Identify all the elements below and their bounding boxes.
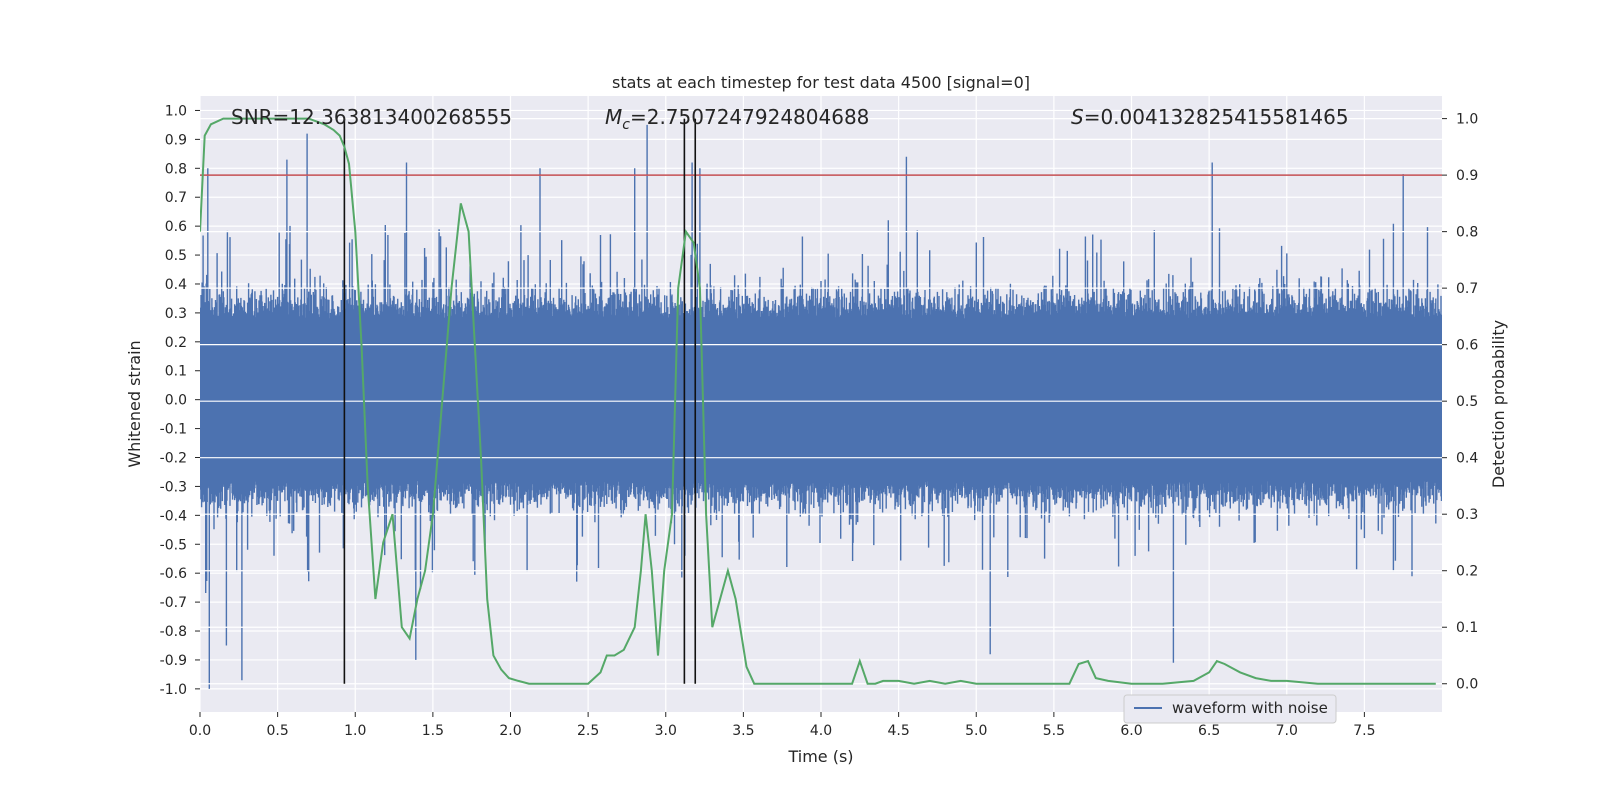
x-tick-label: 4.5 bbox=[887, 723, 909, 739]
y-tick-label: -0.7 bbox=[160, 595, 187, 611]
x-tick-label: 5.0 bbox=[965, 723, 987, 739]
x-tick-label: 3.5 bbox=[732, 723, 754, 739]
x-tick-label: 4.0 bbox=[810, 723, 832, 739]
x-axis-label: Time (s) bbox=[787, 747, 853, 766]
x-tick-label: 1.5 bbox=[422, 723, 444, 739]
y2-tick-label: 0.7 bbox=[1456, 281, 1478, 297]
y2-axis-ticks: 1.0 0.9 0.8 0.7 0.6 0.5 0.4 0.3 0.2 0.1 0.0 bbox=[1442, 112, 1478, 693]
y-tick-label: 0.4 bbox=[165, 277, 187, 293]
x-tick-label: 6.0 bbox=[1120, 723, 1142, 739]
y2-axis-label: Detection probability bbox=[1489, 320, 1508, 488]
y2-tick-label: 0.1 bbox=[1456, 620, 1478, 636]
legend-label: waveform with noise bbox=[1172, 699, 1328, 717]
y2-tick-label: 1.0 bbox=[1456, 112, 1478, 128]
y-tick-label: 0.2 bbox=[165, 335, 187, 351]
y-tick-label: -0.1 bbox=[160, 422, 187, 438]
y2-tick-label: 0.3 bbox=[1456, 507, 1478, 523]
y-tick-label: 0.3 bbox=[165, 306, 187, 322]
legend-box bbox=[1123, 694, 1337, 724]
x-tick-label: 7.5 bbox=[1353, 723, 1375, 739]
x-tick-label: 2.0 bbox=[499, 723, 521, 739]
legend: waveform with noise bbox=[1123, 694, 1337, 724]
s-statistic-annotation: S=0.004132825415581465 bbox=[1071, 105, 1349, 129]
x-tick-label: 0.0 bbox=[189, 723, 211, 739]
y2-tick-label: 0.5 bbox=[1456, 394, 1478, 410]
y-tick-label: 0.9 bbox=[165, 132, 187, 148]
x-tick-label: 1.0 bbox=[344, 723, 366, 739]
y-tick-label: 1.0 bbox=[165, 103, 187, 119]
y-tick-label: 0.7 bbox=[165, 190, 187, 206]
snr-annotation: SNR=12.363813400268555 bbox=[231, 105, 512, 129]
y-axis-label: Whitened strain bbox=[125, 340, 144, 467]
vertical-markers bbox=[343, 118, 697, 684]
y-tick-label: 0.8 bbox=[165, 161, 187, 177]
s-symbol: S bbox=[1071, 105, 1084, 129]
y-axis-ticks: 1.0 0.9 0.8 0.7 0.6 0.5 0.4 0.3 0.2 0.1 0.0 -0.1 -0.… bbox=[160, 103, 200, 698]
right-axis-gridlines bbox=[200, 118, 1442, 685]
y-tick-label: -0.2 bbox=[160, 451, 187, 467]
chirp-mass-subscript: c bbox=[622, 117, 630, 133]
s-value: =0.004132825415581465 bbox=[1084, 105, 1349, 129]
y2-tick-label: 0.2 bbox=[1456, 564, 1478, 580]
chirp-mass-symbol: M bbox=[605, 105, 622, 129]
chirp-mass-annotation: Mc=2.7507247924804688 bbox=[605, 105, 869, 133]
y-tick-label: -0.8 bbox=[160, 624, 187, 640]
y-tick-label: 0.5 bbox=[165, 248, 187, 264]
y2-tick-label: 0.4 bbox=[1456, 451, 1478, 467]
y-tick-label: 0.6 bbox=[165, 219, 187, 235]
y2-tick-label: 0.0 bbox=[1456, 677, 1478, 693]
y-tick-label: -0.9 bbox=[160, 653, 187, 669]
y2-tick-label: 0.8 bbox=[1456, 225, 1478, 241]
x-tick-label: 2.5 bbox=[577, 723, 599, 739]
x-tick-label: 6.5 bbox=[1198, 723, 1220, 739]
x-tick-label: 3.0 bbox=[655, 723, 677, 739]
x-tick-label: 0.5 bbox=[266, 723, 288, 739]
y-tick-label: -0.3 bbox=[160, 479, 187, 495]
chirp-mass-value: =2.7507247924804688 bbox=[630, 105, 869, 129]
y-tick-label: 0.0 bbox=[165, 393, 187, 409]
y-tick-label: -0.6 bbox=[160, 566, 187, 582]
y-tick-label: -0.5 bbox=[160, 537, 187, 553]
x-axis-ticks: 0.0 0.5 1.0 1.5 2.0 2.5 3.0 3.5 4.0 4.5 5.0 5.5 6.0 6… bbox=[189, 712, 1376, 739]
y2-tick-label: 0.6 bbox=[1456, 338, 1478, 354]
detection-probability-line bbox=[200, 117, 1436, 685]
y-tick-label: -1.0 bbox=[160, 682, 187, 698]
x-tick-label: 5.5 bbox=[1043, 723, 1065, 739]
chart-title: stats at each timestep for test data 450… bbox=[612, 73, 1030, 92]
x-tick-label: 7.0 bbox=[1276, 723, 1298, 739]
y2-tick-label: 0.9 bbox=[1456, 168, 1478, 184]
y-tick-label: -0.4 bbox=[160, 508, 187, 524]
y-tick-label: 0.1 bbox=[165, 364, 187, 380]
